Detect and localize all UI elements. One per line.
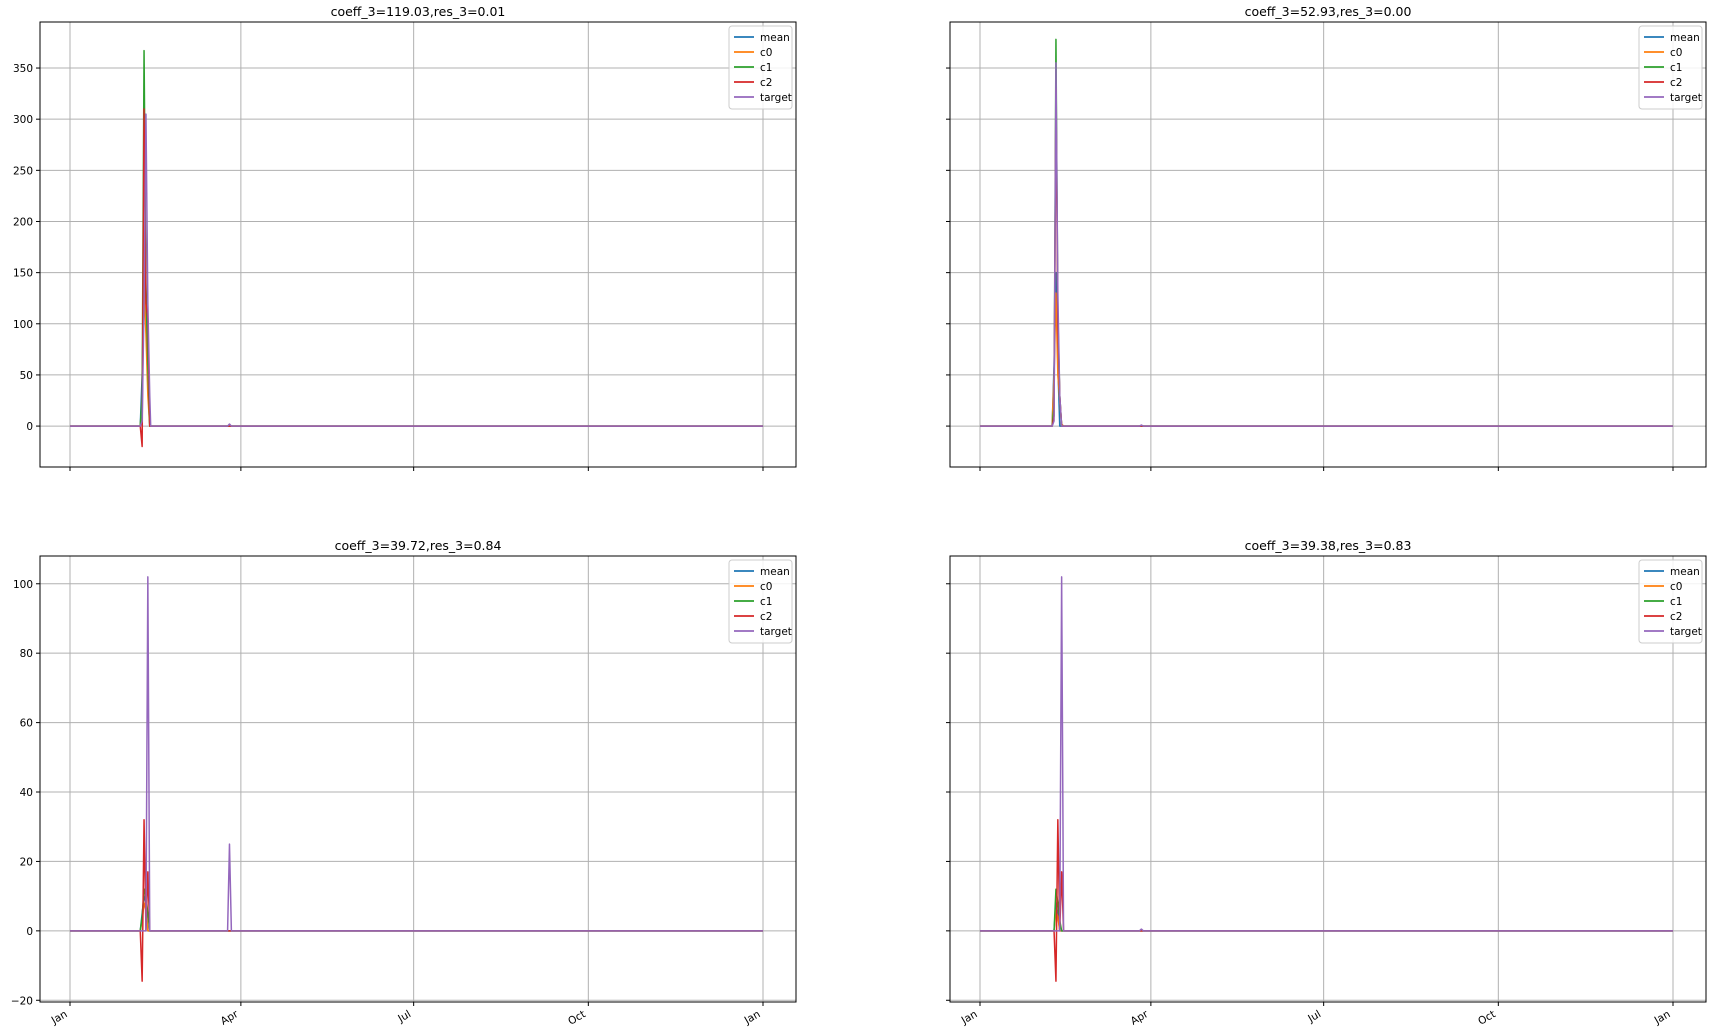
y-tick-label: 80 — [20, 648, 33, 660]
y-tick-label: 350 — [13, 63, 33, 75]
legend-label-c0: c0 — [1670, 47, 1682, 59]
y-tick-label: 300 — [13, 114, 33, 126]
x-tick-label: Jul — [395, 1008, 413, 1025]
chart-3: Jan Apr Jul Oct Jan−20020406080100coeff_3=39… — [11, 538, 797, 1028]
legend-label-c2: c2 — [1670, 611, 1682, 623]
legend: mean c0 c1 c2 target — [728, 559, 793, 644]
y-tick-label: 150 — [13, 268, 33, 280]
legend-label-c2: c2 — [760, 611, 772, 623]
legend-label-c1: c1 — [1670, 62, 1682, 74]
legend-label-mean: mean — [760, 566, 790, 578]
legend: mean c0 c1 c2 target — [1638, 25, 1703, 110]
legend-label-c0: c0 — [760, 47, 772, 59]
series-group — [70, 49, 763, 448]
series-group — [980, 38, 1673, 427]
legend-label-c2: c2 — [760, 77, 772, 89]
legend-label-c1: c1 — [760, 596, 772, 608]
chart-1: 0 50 100 150 200 250 300 350 coeff_3=119.03,res_… — [13, 4, 797, 471]
axes-frame — [949, 555, 1707, 1003]
legend-label-mean: mean — [760, 32, 790, 44]
axes-frame — [39, 555, 797, 1003]
y-tick-label: −20 — [11, 995, 33, 1007]
legend-label-c2: c2 — [1670, 77, 1682, 89]
legend-label-mean: mean — [1670, 566, 1700, 578]
series-group — [70, 576, 763, 982]
legend-label-mean: mean — [1670, 32, 1700, 44]
legend: mean c0 c1 c2 target — [728, 25, 793, 110]
chart-4: Jan Apr Jul Oct Jancoeff_3=39.38,res_3=0.83m… — [946, 538, 1707, 1028]
axes-frame — [949, 21, 1707, 468]
legend-label-c1: c1 — [760, 62, 772, 74]
legend-box — [1638, 25, 1703, 110]
series-group — [980, 576, 1673, 982]
axes-frame — [39, 21, 797, 468]
legend-box — [728, 559, 793, 644]
legend-label-target: target — [1670, 626, 1702, 638]
legend-label-c0: c0 — [1670, 581, 1682, 593]
legend: mean c0 c1 c2 target — [1638, 559, 1703, 644]
y-tick-label: 0 — [26, 926, 33, 938]
y-tick-label: 40 — [20, 787, 33, 799]
legend-box — [728, 25, 793, 110]
y-tick-label: 50 — [20, 370, 33, 382]
legend-label-target: target — [760, 626, 792, 638]
series-line-target — [70, 113, 763, 427]
legend-label-c0: c0 — [760, 581, 772, 593]
y-tick-label: 250 — [13, 165, 33, 177]
legend-label-target: target — [760, 92, 792, 104]
y-tick-label: 20 — [20, 856, 33, 868]
chart-title: coeff_3=52.93,res_3=0.00 — [1245, 4, 1412, 19]
series-line-target — [980, 62, 1673, 427]
series-line-target — [980, 576, 1673, 932]
legend-box — [1638, 559, 1703, 644]
y-tick-label: 0 — [26, 421, 33, 433]
legend-label-target: target — [1670, 92, 1702, 104]
chart-title: coeff_3=39.38,res_3=0.83 — [1245, 538, 1412, 553]
chart-title: coeff_3=119.03,res_3=0.01 — [331, 4, 506, 19]
y-tick-label: 200 — [13, 216, 33, 228]
y-tick-label: 100 — [13, 579, 33, 591]
x-tick-label: Jul — [1305, 1008, 1323, 1025]
chart-title: coeff_3=39.72,res_3=0.84 — [335, 538, 502, 553]
y-tick-label: 100 — [13, 319, 33, 331]
legend-label-c1: c1 — [1670, 596, 1682, 608]
y-tick-label: 60 — [20, 718, 33, 730]
series-line-target — [70, 576, 763, 932]
